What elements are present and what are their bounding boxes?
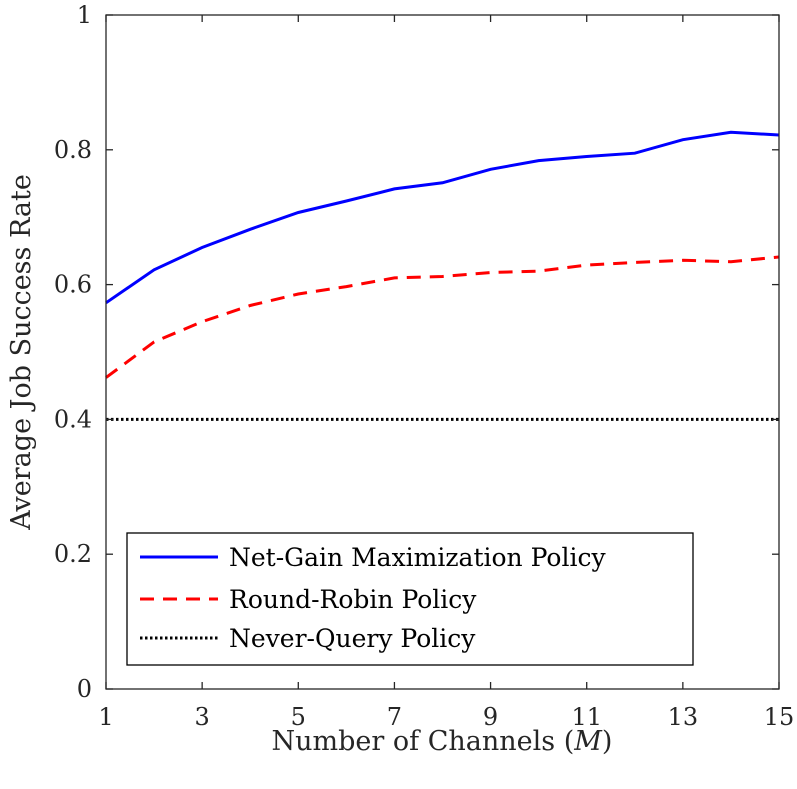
x-axis-label: Number of Channels (M) — [272, 726, 613, 757]
legend: Net-Gain Maximization Policy Round-Robin… — [126, 532, 694, 666]
x-axis-label-text: Number of Channels — [272, 726, 556, 757]
legend-label-round-robin: Round-Robin Policy — [229, 585, 477, 614]
y-tick-label: 0.2 — [54, 540, 92, 568]
x-tick-label: 1 — [98, 703, 113, 731]
x-tick-label: 11 — [571, 703, 602, 731]
x-tick-label: 9 — [483, 703, 498, 731]
plot-content — [105, 130, 780, 421]
x-axis-symbol: M — [573, 726, 603, 757]
y-tick-label: 0 — [77, 675, 92, 703]
legend-label-net-gain: Net-Gain Maximization Policy — [229, 543, 606, 572]
y-axis-label: Average Job Success Rate — [6, 174, 37, 531]
x-tick-label: 7 — [387, 703, 402, 731]
y-tick-label: 0.6 — [54, 271, 92, 299]
x-tick-label: 15 — [764, 703, 795, 731]
y-tick-label: 1 — [77, 1, 92, 29]
series-line-0 — [105, 130, 780, 305]
x-tick-label: 5 — [291, 703, 306, 731]
axes-box — [105, 14, 780, 690]
y-tick-label: 0.8 — [54, 136, 92, 164]
y-tick-label: 0.4 — [54, 405, 92, 433]
series-line-1 — [105, 255, 780, 379]
legend-box — [126, 532, 694, 666]
x-tick-label: 3 — [195, 703, 210, 731]
legend-label-never-query: Never-Query Policy — [229, 624, 476, 653]
x-tick-label: 13 — [668, 703, 699, 731]
